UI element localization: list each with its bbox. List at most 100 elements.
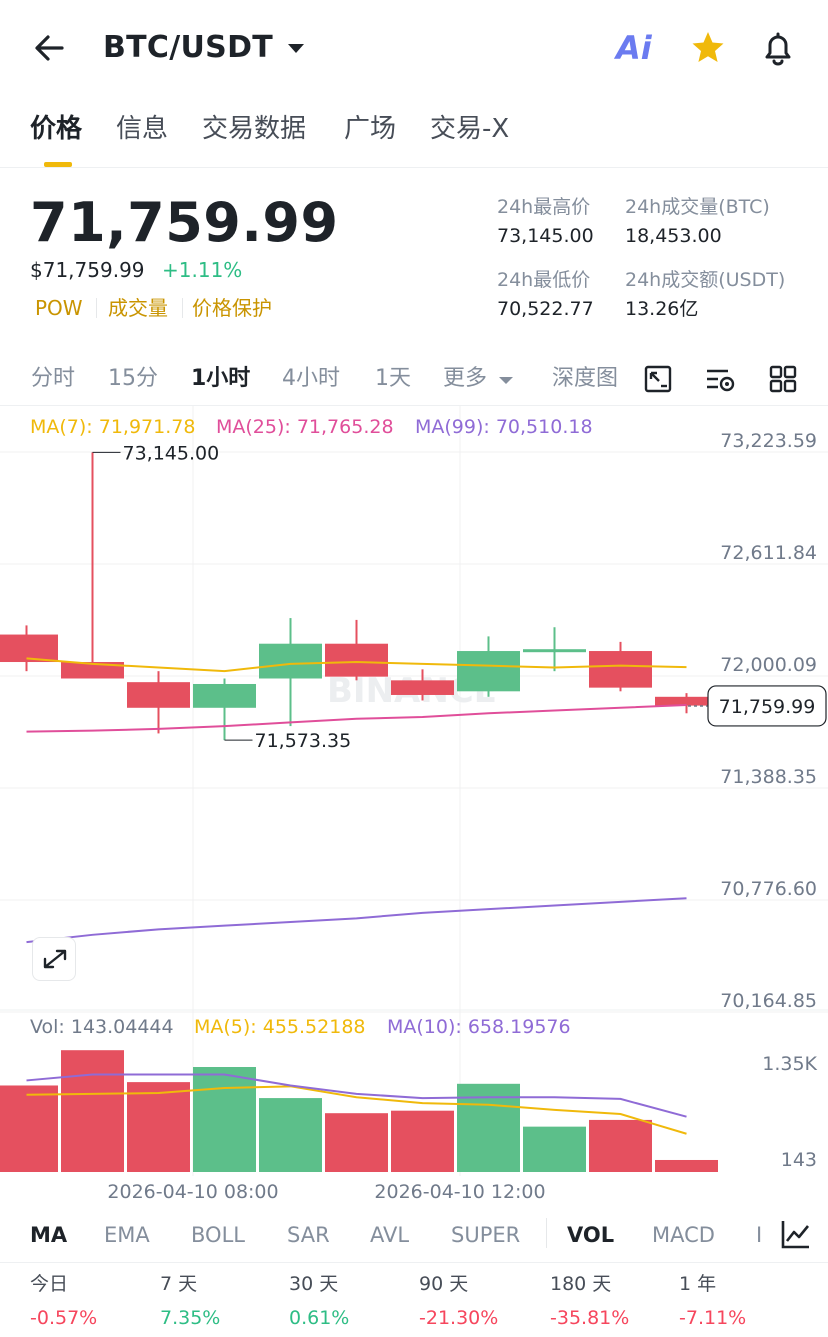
volume-bar bbox=[391, 1110, 454, 1172]
high-marker-label: 73,145.00 bbox=[123, 442, 220, 464]
vol-btc-value: 18,453.00 bbox=[625, 225, 722, 247]
perf-90d-value: -21.30% bbox=[419, 1307, 499, 1329]
indicator-tabs: MA EMA BOLL SAR AVL SUPER VOL MACD I bbox=[0, 1212, 828, 1258]
volume-bar bbox=[589, 1119, 652, 1172]
perf-1y-value: -7.11% bbox=[679, 1307, 747, 1329]
perf-today-label: 今日 bbox=[30, 1273, 69, 1295]
star-icon[interactable] bbox=[688, 26, 728, 70]
perf-today-value: -0.57% bbox=[30, 1307, 98, 1329]
high-24h-value: 73,145.00 bbox=[497, 225, 594, 247]
low-24h-value: 70,522.77 bbox=[497, 298, 594, 320]
volume-bar bbox=[523, 1126, 586, 1172]
volume-label: Vol: 143.04444 bbox=[30, 1016, 174, 1038]
volume-bar bbox=[259, 1098, 322, 1172]
ma99-line bbox=[26, 897, 687, 944]
interval-more[interactable]: 更多 bbox=[443, 366, 488, 391]
candle-body bbox=[655, 696, 718, 706]
last-price-tag bbox=[707, 685, 827, 727]
indicator-sar[interactable]: SAR bbox=[287, 1223, 330, 1247]
volume-bar bbox=[193, 1067, 256, 1172]
indicator-macd[interactable]: MACD bbox=[652, 1223, 715, 1247]
low-24h-label: 24h最低价 bbox=[497, 269, 591, 291]
price-usd: $71,759.99 bbox=[30, 258, 145, 282]
vol-ma5-label: MA(5): 455.52188 bbox=[194, 1016, 366, 1038]
y-tick-label: 72,000.09 bbox=[720, 654, 817, 676]
grid-layout-icon[interactable] bbox=[768, 364, 798, 394]
x-tick-label: 2026-04-10 12:00 bbox=[374, 1181, 545, 1203]
y-tick-label: 71,388.35 bbox=[720, 766, 817, 788]
tag-volume[interactable]: 成交量 bbox=[108, 296, 168, 320]
volume-bar bbox=[127, 1082, 190, 1172]
caret-down-icon[interactable] bbox=[285, 26, 307, 85]
perf-30d-value: 0.61% bbox=[289, 1307, 350, 1329]
perf-180d-value: -35.81% bbox=[550, 1307, 630, 1329]
perf-180d-label: 180 天 bbox=[550, 1273, 612, 1295]
interval-15m[interactable]: 15分 bbox=[108, 366, 158, 391]
main-tabs: 价格 信息 交易数据 广场 交易-X bbox=[0, 104, 828, 168]
candle-body bbox=[391, 680, 454, 695]
tab-trading-data[interactable]: 交易数据 bbox=[202, 114, 307, 144]
candle-body bbox=[127, 682, 190, 708]
y-tick-label: 70,776.60 bbox=[720, 878, 817, 900]
interval-timeline[interactable]: 分时 bbox=[31, 366, 76, 391]
candle-body bbox=[523, 649, 586, 653]
tag-price-protection[interactable]: 价格保护 bbox=[192, 296, 272, 320]
indicator-super[interactable]: SUPER bbox=[451, 1223, 521, 1247]
x-tick-label: 2026-04-10 08:00 bbox=[107, 1181, 278, 1203]
indicator-boll[interactable]: BOLL bbox=[191, 1223, 245, 1247]
performance-row: 今日 -0.57% 7 天 7.35% 30 天 0.61% 90 天 -21.… bbox=[0, 1262, 828, 1337]
volume-bar bbox=[0, 1085, 58, 1172]
high-24h-label: 24h最高价 bbox=[497, 196, 591, 218]
volume-bar bbox=[325, 1113, 388, 1172]
indicator-settings-icon[interactable] bbox=[704, 364, 735, 394]
indicator-chart-icon[interactable] bbox=[778, 1216, 814, 1252]
kline-chart[interactable]: 73,223.59 72,611.84 72,000.09 71,388.35 70,7… bbox=[0, 406, 828, 1206]
vol-y-tick-label: 1.35K bbox=[762, 1053, 817, 1075]
tab-square[interactable]: 广场 bbox=[344, 114, 397, 144]
interval-4h[interactable]: 4小时 bbox=[282, 366, 340, 391]
tab-trade-x[interactable]: 交易-X bbox=[430, 114, 510, 144]
ai-assistant-icon[interactable]: Ai bbox=[616, 29, 652, 67]
indicator-avl[interactable]: AVL bbox=[370, 1223, 410, 1247]
candle-body bbox=[0, 634, 58, 663]
arrow-left-icon[interactable] bbox=[30, 26, 70, 70]
vol-usdt-value: 13.26亿 bbox=[625, 298, 699, 320]
indicator-more[interactable]: I bbox=[756, 1223, 763, 1247]
indicator-vol[interactable]: VOL bbox=[567, 1223, 615, 1247]
expand-icon[interactable] bbox=[32, 937, 76, 981]
indicator-ema[interactable]: EMA bbox=[104, 1223, 150, 1247]
perf-1y-label: 1 年 bbox=[679, 1273, 717, 1295]
perf-7d-label: 7 天 bbox=[160, 1273, 198, 1295]
y-tick-label: 72,611.84 bbox=[720, 542, 817, 564]
vol-btc-label: 24h成交量(BTC) bbox=[625, 196, 770, 218]
indicator-ma[interactable]: MA bbox=[30, 1223, 68, 1247]
perf-30d-label: 30 天 bbox=[289, 1273, 339, 1295]
tab-price[interactable]: 价格 bbox=[30, 114, 83, 144]
vol-y-tick-label: 143 bbox=[781, 1149, 817, 1171]
y-tick-label: 73,223.59 bbox=[720, 430, 817, 452]
pair-selector[interactable]: BTC/USDT bbox=[103, 30, 274, 65]
ma25-label: MA(25): 71,765.28 bbox=[216, 416, 394, 438]
tab-info[interactable]: 信息 bbox=[116, 114, 169, 144]
tag-divider bbox=[182, 298, 183, 318]
interval-1h[interactable]: 1小时 bbox=[191, 366, 251, 391]
volume-bar bbox=[61, 1050, 124, 1172]
vol-usdt-label: 24h成交额(USDT) bbox=[625, 269, 786, 291]
tag-pow[interactable]: POW bbox=[35, 296, 83, 320]
ma25-line bbox=[26, 703, 687, 733]
chart-settings-icon[interactable] bbox=[643, 364, 673, 394]
ma99-label: MA(99): 70,510.18 bbox=[415, 416, 593, 438]
candle-body bbox=[457, 651, 520, 692]
bell-icon[interactable] bbox=[758, 28, 798, 68]
candle-body bbox=[61, 662, 124, 679]
candle-body bbox=[259, 643, 322, 679]
last-price-tag-label: 71,759.99 bbox=[719, 696, 816, 718]
interval-selector: 分时 15分 1小时 4小时 1天 更多 深度图 bbox=[0, 356, 828, 406]
perf-7d-value: 7.35% bbox=[160, 1307, 221, 1329]
volume-bar bbox=[655, 1159, 718, 1172]
more-caret-icon[interactable] bbox=[496, 370, 516, 394]
candle-body bbox=[589, 651, 652, 688]
depth-chart-tab[interactable]: 深度图 bbox=[552, 366, 619, 391]
kline-chart-svg: 73,223.59 72,611.84 72,000.09 71,388.35 70,7… bbox=[0, 406, 828, 1203]
interval-1d[interactable]: 1天 bbox=[375, 366, 411, 391]
